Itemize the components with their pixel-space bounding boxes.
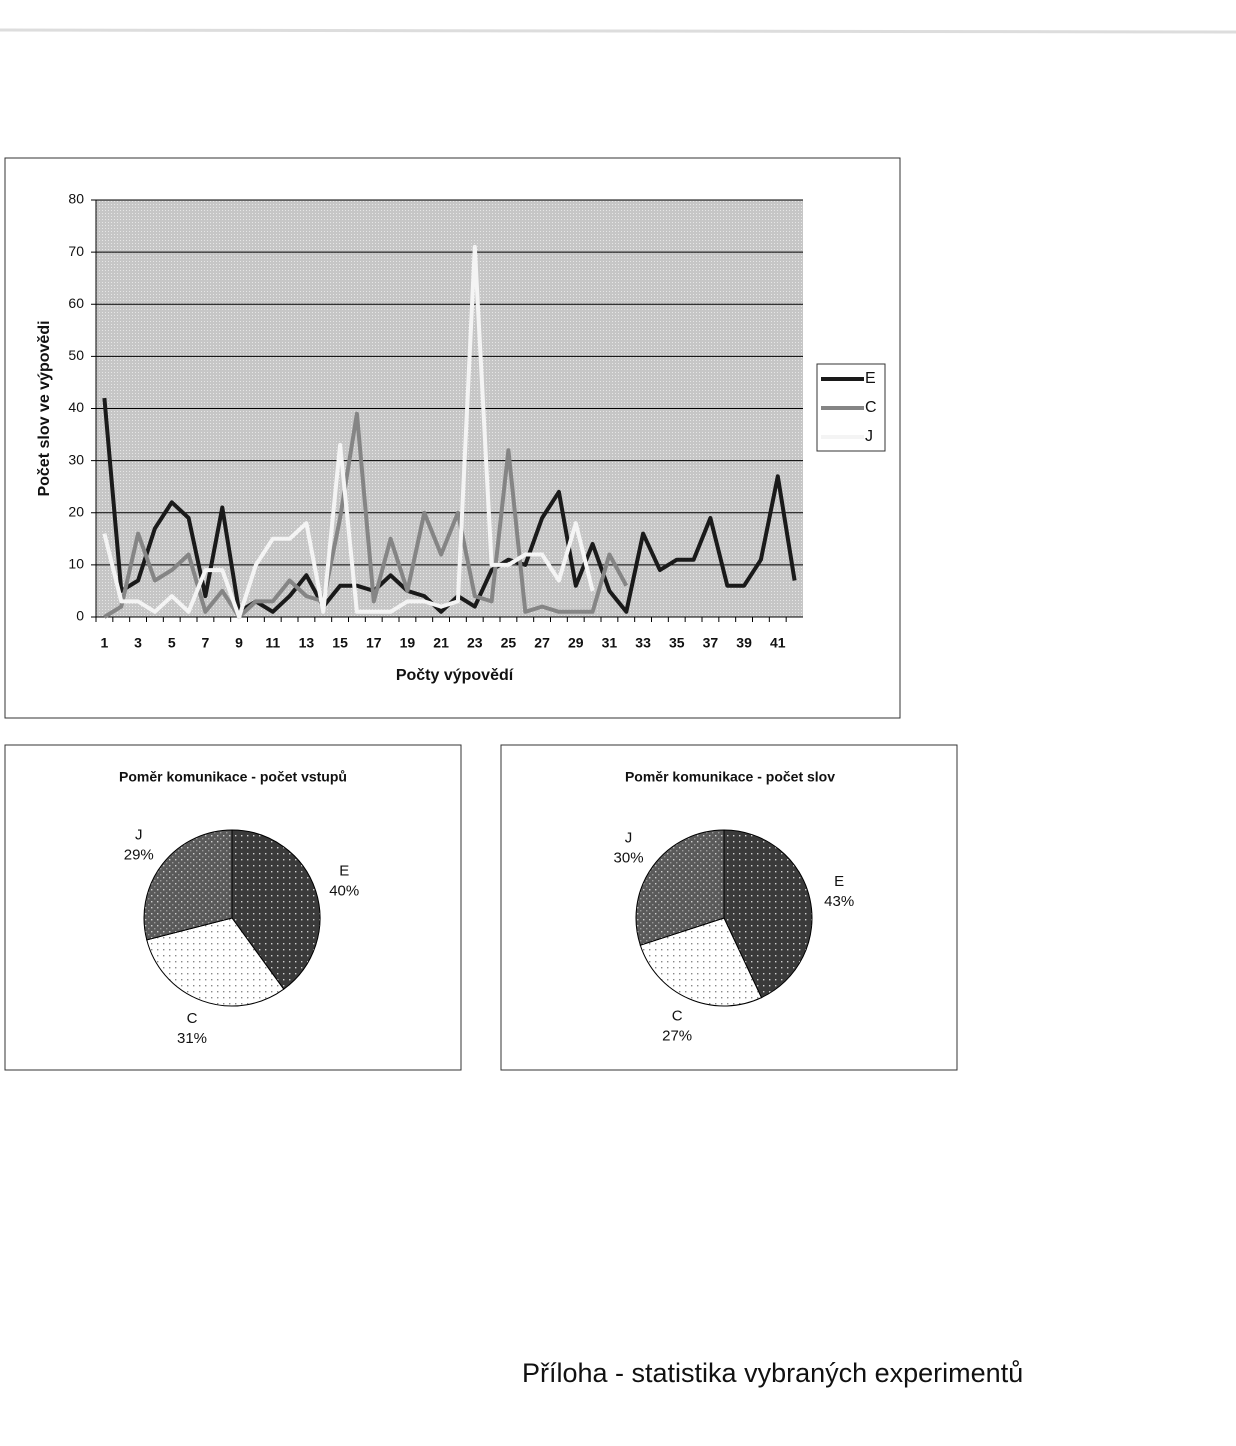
x-axis-label: Počty výpovědí [396,667,514,684]
slice-value: 30% [614,850,644,867]
x-tick-label: 5 [168,635,176,651]
x-tick-label: 15 [332,635,348,651]
slice-value: 43% [824,893,854,910]
slice-value: 31% [177,1030,207,1047]
y-tick-label: 70 [68,243,84,259]
y-tick-label: 40 [68,399,84,415]
x-tick-label: 21 [433,635,449,651]
y-tick-label: 0 [76,608,84,624]
y-axis-label: Počet slov ve výpovědi [36,320,53,496]
x-tick-label: 33 [635,635,651,651]
x-tick-label: 9 [235,635,243,651]
x-tick-label: 19 [400,635,416,651]
y-tick-label: 80 [68,191,84,207]
x-tick-label: 39 [736,635,752,651]
slice-value: 40% [329,883,359,900]
x-tick-label: 27 [534,635,550,651]
x-tick-label: 1 [101,635,109,651]
legend-label: J [865,428,873,445]
x-tick-label: 29 [568,635,584,651]
slice-value: 27% [662,1027,692,1044]
y-tick-label: 10 [68,556,84,572]
legend-label: C [865,399,877,416]
x-tick-label: 25 [501,635,517,651]
slice-value: 29% [124,847,154,864]
legend-label: E [865,370,876,387]
slice-label: C [672,1007,683,1024]
x-tick-label: 41 [770,635,786,651]
pie-slice [639,917,763,1007]
y-tick-label: 50 [68,347,84,363]
slice-label: E [834,873,844,890]
pie-slice [231,829,321,990]
chart-title: Poměr komunikace - počet slov [625,769,835,785]
pie-slice [635,829,725,946]
line-series [103,411,629,619]
x-tick-label: 3 [134,635,142,651]
slice-label: E [339,863,349,880]
pie-slice [146,917,285,1007]
pie-slice [723,829,813,999]
x-tick-label: 35 [669,635,685,651]
x-tick-label: 17 [366,635,382,651]
chart-title: Poměr komunikace - počet vstupů [119,769,347,785]
x-tick-label: 37 [703,635,719,651]
x-tick-label: 7 [202,635,210,651]
x-tick-label: 23 [467,635,483,651]
y-tick-label: 60 [68,295,84,311]
x-tick-label: 11 [265,635,280,651]
scan-edge [0,28,1236,34]
x-tick-label: 13 [299,635,315,651]
pie-slice [143,829,233,941]
y-tick-label: 30 [68,451,84,467]
slice-label: J [625,830,633,847]
x-tick-label: 31 [602,635,618,651]
caption: Příloha - statistika vybraných experimen… [522,1358,1023,1388]
line-series [102,244,595,619]
y-tick-label: 20 [68,503,84,519]
slice-label: C [187,1010,198,1027]
slice-label: J [135,827,143,844]
